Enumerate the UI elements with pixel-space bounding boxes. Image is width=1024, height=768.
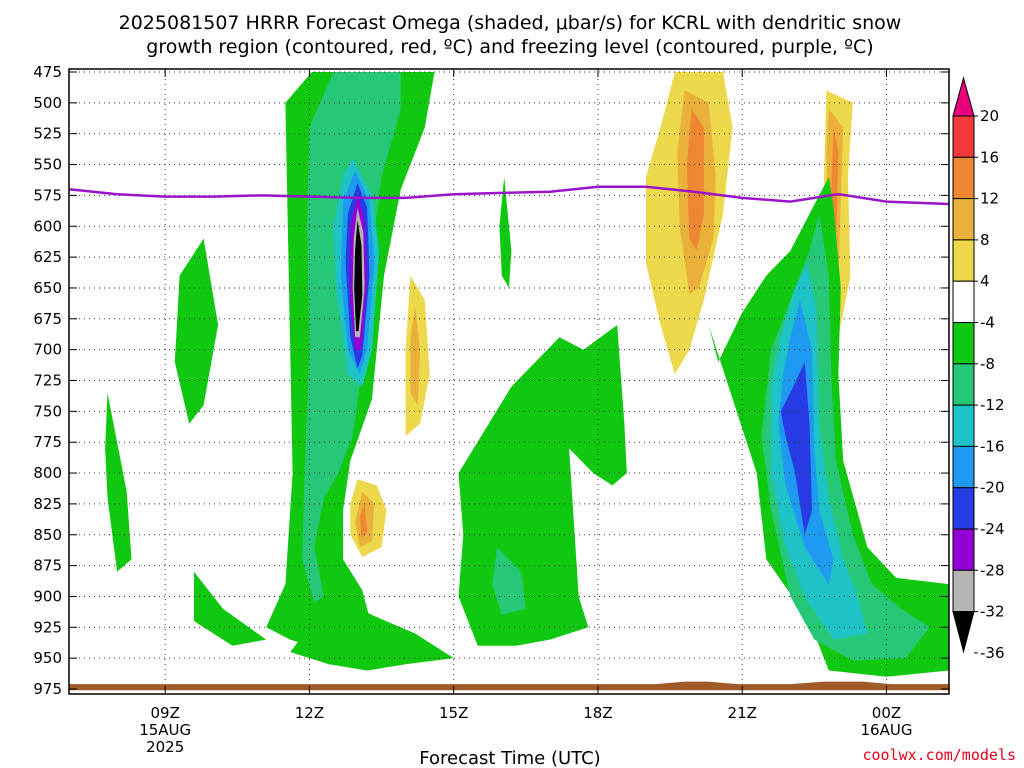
colorbar-tick-label--12: -12 — [980, 396, 1005, 414]
colorbar-tick-label-20: 20 — [980, 107, 999, 125]
y-tick-label-575: 575 — [33, 186, 62, 204]
credit-text: coolwx.com/models — [862, 746, 1016, 764]
y-tick-label-700: 700 — [33, 341, 62, 359]
x-axis-label: Forecast Time (UTC) — [419, 748, 600, 768]
colorbar-band-4 — [952, 280, 975, 324]
colorbar-band--12 — [952, 404, 975, 447]
colorbar-tick-label--8: -8 — [980, 355, 995, 373]
colorbar-band-12 — [952, 198, 975, 241]
omega-region-8 — [359, 503, 368, 538]
omega-region-33 — [492, 547, 526, 615]
y-tick-label-650: 650 — [33, 279, 62, 297]
omega-region-15 — [929, 72, 949, 350]
y-tick-label-525: 525 — [33, 125, 62, 143]
y-tick-label-900: 900 — [33, 587, 62, 605]
colorbar-bottom-arrow — [952, 611, 975, 654]
terrain-surface — [69, 681, 949, 691]
colorbar: 20 16 12 8 4 -4 -8 -12 -16 -20 -24 -28 -32 -36 — [952, 76, 1005, 662]
x-tick-label-09Z-1: 15AUG — [139, 721, 191, 739]
shaded-omega-regions — [105, 72, 949, 677]
y-tick-label-725: 725 — [33, 372, 62, 390]
y-tick-label-750: 750 — [33, 402, 62, 420]
colorbar-tick-label-4: 4 — [980, 272, 990, 290]
x-tick-label-00Z-1: 16AUG — [861, 721, 913, 739]
x-tick-label-00Z-0: 00Z — [872, 704, 901, 722]
omega-region-34 — [290, 602, 454, 671]
y-tick-label-775: 775 — [33, 433, 62, 451]
omega-region-29 — [174, 238, 219, 424]
freezing-level-line — [69, 185, 949, 206]
colorbar-band--8 — [952, 363, 975, 406]
omega-region-39 — [780, 362, 812, 535]
colorbar-band--20 — [952, 487, 975, 530]
omega-region-13 — [686, 109, 704, 251]
y-tick-label-850: 850 — [33, 526, 62, 544]
y-tick-label-475: 475 — [33, 63, 62, 81]
chart-title-line-2: growth region (contoured, red, ºC) and f… — [146, 36, 873, 58]
colorbar-band--28 — [952, 569, 975, 613]
colorbar-tick-label--28: -28 — [980, 561, 1005, 579]
omega-region-27 — [355, 238, 361, 323]
colorbar-tick-label--4: -4 — [980, 314, 995, 332]
colorbar-band-20 — [952, 115, 975, 158]
colorbar-tick-label-8: 8 — [980, 231, 990, 249]
x-tick-label-09Z-0: 09Z — [150, 704, 179, 722]
x-tick-label-09Z-2: 2025 — [146, 738, 184, 756]
colorbar-band-16 — [952, 156, 975, 200]
colorbar-tick-label--32: -32 — [980, 603, 1005, 621]
grid-lines — [69, 69, 949, 694]
colorbar-tick-label--20: -20 — [980, 479, 1005, 497]
y-tick-label-550: 550 — [33, 156, 62, 174]
omega-region-31 — [499, 176, 512, 288]
y-tick-label-800: 800 — [33, 464, 62, 482]
y-tick-label-675: 675 — [33, 310, 62, 328]
y-tick-label-500: 500 — [33, 94, 62, 112]
colorbar-top-arrow — [952, 76, 975, 117]
colorbar-tick-label--24: -24 — [980, 520, 1005, 538]
y-tick-label-925: 925 — [33, 618, 62, 636]
omega-region-9 — [545, 72, 565, 184]
y-tick-label-975: 975 — [33, 680, 62, 698]
colorbar-tick-label-16: 16 — [980, 148, 999, 166]
colorbar-band-8 — [952, 239, 975, 282]
colorbar-tick-label--36: -36 — [980, 644, 1005, 662]
colorbar-band--24 — [952, 528, 975, 571]
colorbar-band--4 — [952, 322, 975, 365]
x-tick-label-21Z-0: 21Z — [728, 704, 757, 722]
y-tick-label-875: 875 — [33, 557, 62, 575]
y-tick-label-600: 600 — [33, 217, 62, 235]
x-tick-label-15Z-0: 15Z — [439, 704, 468, 722]
y-tick-label-950: 950 — [33, 649, 62, 667]
colorbar-tick-label--16: -16 — [980, 437, 1005, 455]
y-tick-label-625: 625 — [33, 248, 62, 266]
freezing-level-layer — [69, 185, 949, 206]
omega-region-0 — [179, 72, 262, 163]
omega-region-30 — [194, 571, 267, 646]
chart-title-line-1: 2025081507 HRRR Forecast Omega (shaded, … — [119, 12, 902, 34]
colorbar-tick-label-12: 12 — [980, 190, 999, 208]
x-tick-label-12Z-0: 12Z — [295, 704, 324, 722]
plot-frame — [68, 68, 950, 695]
omega-region-28 — [105, 392, 132, 572]
omega-region-7 — [410, 306, 420, 406]
x-tick-label-18Z-0: 18Z — [583, 704, 612, 722]
colorbar-band--16 — [952, 445, 975, 489]
y-axis: 475 500 525 550 575 600 625 650 675 700 725 750 775 8… — [33, 63, 949, 698]
terrain-layer — [69, 681, 949, 691]
y-tick-label-825: 825 — [33, 495, 62, 513]
